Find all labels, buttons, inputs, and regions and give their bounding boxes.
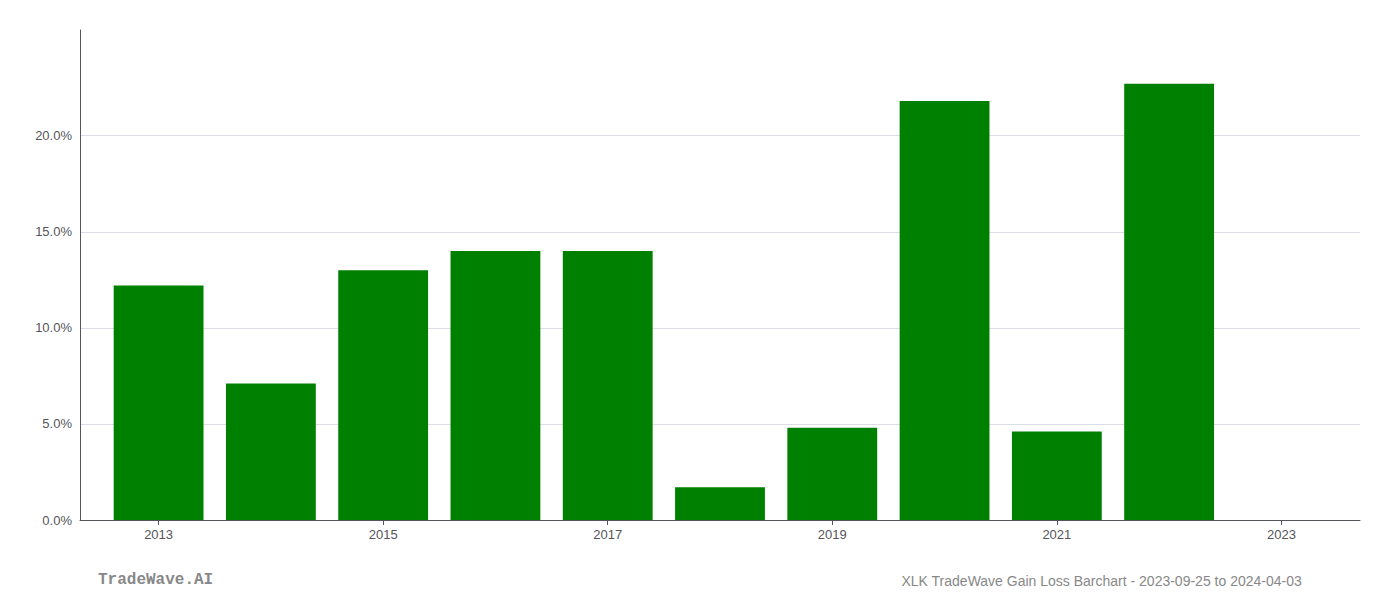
svg-text:2021: 2021 [1042, 527, 1071, 542]
svg-text:15.0%: 15.0% [35, 224, 72, 239]
svg-text:2013: 2013 [144, 527, 173, 542]
svg-text:2015: 2015 [369, 527, 398, 542]
svg-text:5.0%: 5.0% [42, 416, 72, 431]
svg-text:XLK TradeWave Gain Loss Barcha: XLK TradeWave Gain Loss Barchart - 2023-… [901, 573, 1301, 589]
svg-text:2017: 2017 [593, 527, 622, 542]
svg-text:2019: 2019 [818, 527, 847, 542]
svg-text:2023: 2023 [1267, 527, 1296, 542]
svg-text:0.0%: 0.0% [42, 513, 72, 528]
svg-text:10.0%: 10.0% [35, 320, 72, 335]
svg-text:20.0%: 20.0% [35, 128, 72, 143]
svg-text:TradeWave.AI: TradeWave.AI [98, 571, 213, 589]
